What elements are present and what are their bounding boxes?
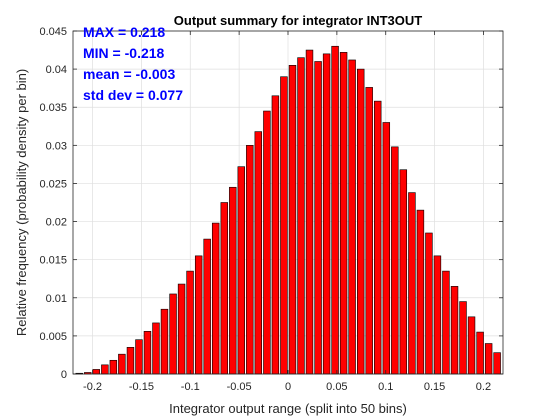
y-tick-label: 0.04 (46, 64, 67, 76)
histogram-bar (322, 53, 331, 375)
histogram-bar (229, 186, 237, 375)
histogram-bar (280, 76, 288, 375)
x-tick-label: -0.1 (181, 381, 200, 393)
stat-annotation: MAX = 0.218 (83, 24, 165, 40)
x-tick-label: -0.05 (227, 381, 252, 393)
histogram-bar (484, 343, 493, 375)
histogram-bar (118, 353, 126, 375)
histogram-bar (382, 122, 391, 375)
y-tick-label: 0.005 (39, 331, 67, 343)
histogram-bar (433, 255, 442, 375)
stat-annotation: MIN = -0.218 (83, 45, 165, 61)
histogram-bar (408, 192, 416, 375)
chart-title: Output summary for integrator INT3OUT (174, 13, 423, 28)
histogram-bar (254, 131, 263, 375)
y-tick-label: 0.03 (46, 140, 67, 152)
histogram-bar (339, 52, 348, 375)
y-tick-label: 0.045 (39, 26, 67, 38)
histogram-bar (365, 87, 373, 375)
histogram-bar (92, 369, 100, 375)
y-tick-label: 0.035 (39, 102, 67, 114)
histogram-bar (467, 316, 476, 375)
histogram-bar (203, 238, 211, 375)
histogram-bar (331, 45, 339, 375)
histogram-bar (442, 270, 450, 375)
histogram-bar (356, 68, 365, 375)
y-tick-label: 0.025 (39, 178, 67, 190)
histogram-bar (416, 209, 425, 375)
histogram-bar (450, 286, 459, 375)
x-tick-label: 0 (285, 381, 291, 393)
histogram-bar (399, 169, 408, 375)
x-axis-label: Integrator output range (split into 50 b… (169, 401, 407, 416)
histogram-bar (314, 61, 322, 375)
axis-ticks: -0.2 -0.15 -0.1 -0.05 0 0.05 0.1 0.15 0.2 0 0.005 0… (39, 26, 503, 393)
stat-annotation: mean = -0.003 (83, 66, 175, 82)
x-tick-label: 0.15 (424, 381, 445, 393)
histogram-bar (493, 352, 501, 375)
x-tick-label: 0.05 (326, 381, 347, 393)
histogram-bar (177, 283, 186, 375)
y-tick-label: 0.02 (46, 217, 67, 229)
histogram-bar (186, 270, 194, 375)
histogram-bar (160, 308, 169, 375)
histogram-bar (152, 322, 160, 375)
histogram-bar (169, 293, 177, 375)
y-tick-label: 0.015 (39, 255, 67, 267)
y-axis-label: Relative frequency (probability density … (14, 69, 29, 336)
histogram-bar (425, 232, 433, 375)
histogram-bar (297, 57, 305, 375)
stats-annotations: MAX = 0.218 MIN = -0.218 mean = -0.003 std … (83, 24, 183, 103)
histogram-bar (391, 146, 399, 375)
y-tick-label: 0 (61, 369, 67, 381)
histogram-bar (220, 202, 228, 375)
histogram-bar (143, 331, 152, 375)
x-tick-label: -0.15 (129, 381, 154, 393)
stat-annotation: std dev = 0.077 (83, 87, 183, 103)
x-tick-label: 0.1 (378, 381, 393, 393)
histogram-bar (135, 339, 143, 375)
histogram-bar (374, 100, 382, 375)
histogram-bars (75, 45, 501, 375)
y-tick-label: 0.01 (46, 293, 67, 305)
histogram-bar (211, 222, 220, 375)
x-tick-label: -0.2 (83, 381, 102, 393)
histogram-bar (348, 59, 356, 375)
histogram-bar (288, 65, 297, 375)
histogram-bar (246, 145, 254, 375)
histogram-bar (305, 49, 314, 375)
histogram-bar (126, 347, 135, 375)
histogram-bar (237, 166, 245, 375)
x-tick-label: 0.2 (476, 381, 491, 393)
histogram-bar (263, 110, 271, 375)
histogram-bar (194, 255, 203, 375)
histogram-bar (476, 331, 484, 375)
histogram-bar (271, 95, 280, 375)
histogram-bar (459, 301, 467, 375)
histogram-bar (109, 359, 118, 375)
histogram-bar (101, 364, 109, 375)
